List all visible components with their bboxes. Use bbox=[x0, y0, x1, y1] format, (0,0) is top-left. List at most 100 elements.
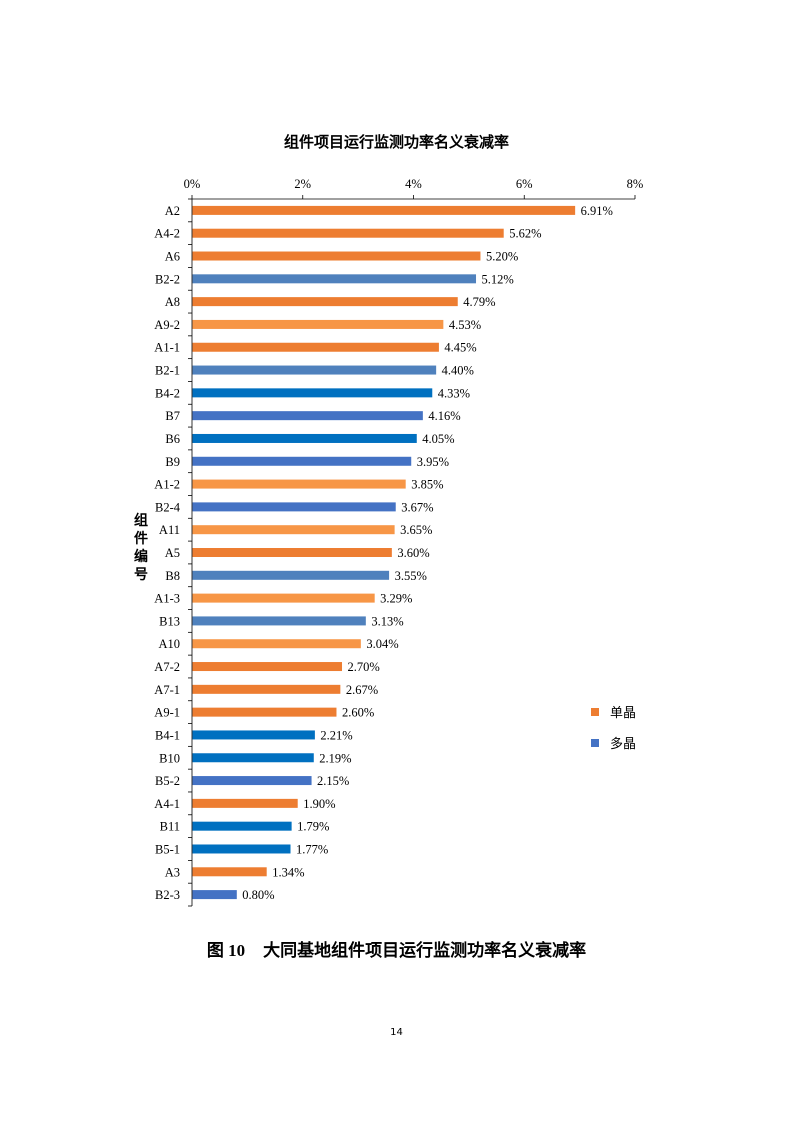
page-number: 14 bbox=[390, 1027, 403, 1038]
value-label: 6.91% bbox=[581, 204, 613, 218]
bar bbox=[192, 890, 237, 900]
bar bbox=[192, 548, 392, 557]
category-label: A1-1 bbox=[154, 341, 180, 355]
value-label: 3.95% bbox=[417, 455, 449, 469]
value-label: 3.67% bbox=[401, 500, 433, 514]
value-label: 0.80% bbox=[242, 888, 274, 902]
value-label: 4.05% bbox=[422, 432, 454, 446]
value-label: 2.19% bbox=[319, 751, 351, 765]
category-label: B4-2 bbox=[155, 386, 180, 400]
bars: A2 6.91% A4-2 5.62% A6 5.20% B2-2 5.12% A8 4.79% A… bbox=[154, 204, 613, 902]
category-label: A5 bbox=[165, 546, 180, 560]
legend-label: 多晶 bbox=[610, 736, 636, 752]
value-label: 4.53% bbox=[449, 318, 481, 332]
category-label: A4-2 bbox=[154, 227, 180, 241]
bar bbox=[192, 821, 292, 831]
x-tick-label: 6% bbox=[516, 177, 533, 191]
value-label: 4.40% bbox=[442, 364, 474, 378]
category-label: A6 bbox=[165, 250, 180, 264]
bar bbox=[192, 342, 439, 352]
category-label: B8 bbox=[165, 569, 180, 583]
category-label: B7 bbox=[165, 409, 180, 423]
y-axis-title-char: 号 bbox=[134, 567, 148, 583]
y-axis-title-char: 件 bbox=[134, 530, 148, 547]
category-label: B4-1 bbox=[155, 728, 180, 742]
category-label: B13 bbox=[159, 614, 180, 628]
x-axis: 0% 2% 4% 6% 8% bbox=[184, 177, 644, 200]
legend-swatch bbox=[591, 739, 599, 747]
bar bbox=[192, 867, 267, 877]
bar bbox=[192, 411, 423, 421]
bar bbox=[192, 297, 458, 307]
value-label: 5.62% bbox=[509, 227, 541, 241]
value-label: 4.45% bbox=[444, 341, 476, 355]
value-label: 3.85% bbox=[411, 478, 443, 492]
chart-title: 组件项目运行监测功率名义衰减率 bbox=[283, 133, 509, 151]
y-axis-title-char: 编 bbox=[134, 548, 148, 565]
category-label: A4-1 bbox=[154, 797, 180, 811]
bar bbox=[192, 798, 298, 808]
value-label: 1.34% bbox=[272, 865, 304, 879]
value-label: 4.16% bbox=[428, 409, 460, 423]
y-axis bbox=[188, 198, 193, 907]
bar bbox=[192, 456, 412, 466]
value-label: 2.70% bbox=[348, 660, 380, 674]
bar bbox=[192, 707, 337, 717]
category-label: A8 bbox=[165, 295, 180, 309]
category-label: B6 bbox=[165, 432, 180, 446]
value-label: 2.60% bbox=[342, 706, 374, 720]
value-label: 2.21% bbox=[320, 728, 352, 742]
category-label: A1-3 bbox=[154, 592, 180, 606]
value-label: 4.79% bbox=[463, 295, 495, 309]
category-label: A2 bbox=[165, 204, 180, 218]
legend-label: 单晶 bbox=[610, 706, 636, 721]
x-tick-label: 8% bbox=[627, 177, 644, 191]
bar bbox=[192, 570, 390, 580]
value-label: 3.13% bbox=[371, 614, 403, 628]
bar bbox=[192, 479, 406, 489]
figure-caption: 图 10 大同基地组件项目运行监测功率名义衰减率 bbox=[0, 936, 793, 961]
category-label: B11 bbox=[160, 820, 180, 834]
bar bbox=[192, 251, 481, 261]
value-label: 1.77% bbox=[296, 842, 328, 856]
category-label: B5-2 bbox=[155, 774, 180, 788]
y-axis-title-char: 组 bbox=[134, 512, 148, 529]
value-label: 5.20% bbox=[486, 250, 518, 264]
category-label: B10 bbox=[159, 751, 180, 765]
x-tick-label: 0% bbox=[184, 177, 201, 191]
bar bbox=[192, 776, 312, 786]
category-label: A9-2 bbox=[154, 318, 180, 332]
category-label: B2-4 bbox=[155, 500, 181, 514]
category-label: A10 bbox=[158, 637, 180, 651]
bar bbox=[192, 525, 395, 535]
category-label: A1-2 bbox=[154, 478, 180, 492]
category-label: B5-1 bbox=[155, 842, 180, 856]
bar bbox=[192, 753, 314, 763]
bar bbox=[192, 205, 576, 215]
value-label: 3.60% bbox=[397, 546, 429, 560]
value-label: 2.15% bbox=[317, 774, 349, 788]
x-tick-label: 2% bbox=[294, 177, 311, 191]
category-label: B2-3 bbox=[155, 888, 180, 902]
bar bbox=[192, 388, 433, 398]
x-tick-label: 4% bbox=[405, 177, 422, 191]
figure-number: 图 10 bbox=[206, 941, 246, 960]
bar-chart: 0% 2% 4% 6% 8% A2 6.91% A4-2 5.62% A6 5.20% B2-2 5.… bbox=[134, 177, 644, 907]
figure-caption-text: 大同基地组件项目运行监测功率名义衰减率 bbox=[263, 941, 587, 961]
bar bbox=[192, 228, 504, 238]
category-label: B2-2 bbox=[155, 272, 180, 286]
category-label: A7-2 bbox=[154, 660, 180, 674]
category-label: A11 bbox=[159, 523, 180, 537]
value-label: 5.12% bbox=[482, 272, 514, 286]
bar bbox=[192, 319, 444, 329]
value-label: 3.55% bbox=[395, 569, 427, 583]
category-label: A3 bbox=[165, 865, 180, 879]
value-label: 1.90% bbox=[303, 797, 335, 811]
value-label: 3.65% bbox=[400, 523, 432, 537]
value-label: 3.29% bbox=[380, 592, 412, 606]
value-label: 3.04% bbox=[366, 637, 398, 651]
value-label: 1.79% bbox=[297, 820, 329, 834]
bar bbox=[192, 274, 477, 284]
